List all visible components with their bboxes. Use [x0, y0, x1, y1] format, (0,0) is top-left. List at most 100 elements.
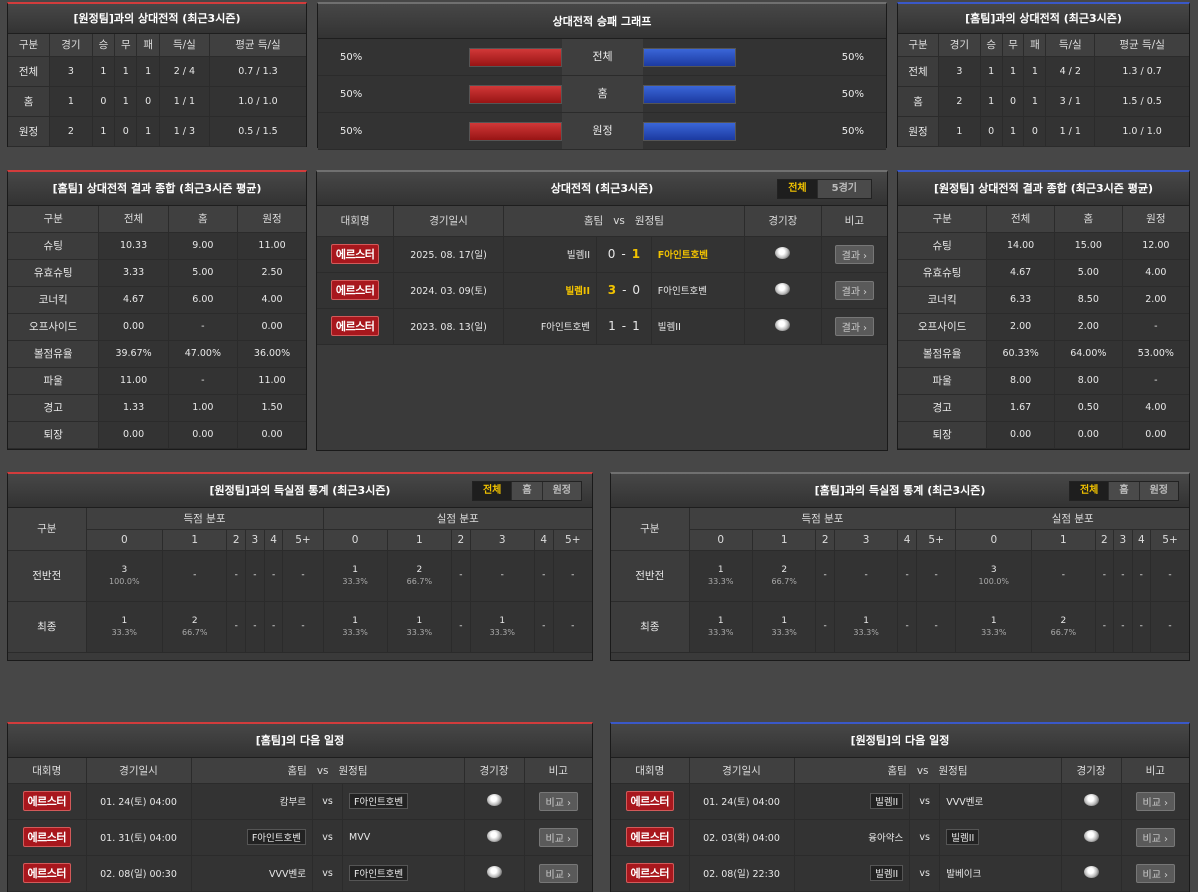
away-team[interactable]: 빌렘II: [946, 829, 980, 845]
right-percent: 50%: [841, 89, 864, 100]
compare-button[interactable]: 비교 ›: [538, 827, 578, 847]
compare-button[interactable]: 비교 ›: [1135, 827, 1175, 847]
stadium-icon[interactable]: [486, 829, 502, 842]
away-team[interactable]: 빌렘II: [651, 308, 745, 345]
table-cell: 1.50: [237, 394, 306, 422]
league-badge[interactable]: 에르스터: [330, 244, 380, 264]
table-cell: 1: [136, 56, 160, 87]
note-cell: 결과 ›: [821, 236, 887, 273]
match-row[interactable]: 에르스터 2024. 03. 09(토) 빌렘II 3-0 F아인트호벤 결과 ›: [317, 272, 887, 309]
goal-count-header: 1: [162, 529, 228, 551]
table-cell: 4.00: [1122, 259, 1189, 287]
schedule-row[interactable]: 에르스터 02. 03(화) 04:00 융아약스 vs 빌렘II 비교 ›: [611, 819, 1189, 856]
tab-all[interactable]: 전체: [472, 482, 513, 500]
result-button[interactable]: 결과 ›: [834, 316, 875, 336]
away-team-cell: F아인트호벤: [342, 783, 465, 820]
table-row: 퇴장 0.00 0.00 0.00: [898, 421, 1189, 449]
note-cell: 비교 ›: [524, 783, 592, 820]
stadium-icon[interactable]: [775, 282, 791, 295]
goal-count-header: 2: [226, 529, 247, 551]
count: -: [234, 621, 238, 631]
away-team[interactable]: VVV벤로: [946, 797, 984, 808]
table-row: 코너킥 6.33 8.50 2.00: [898, 286, 1189, 314]
chevron-right-icon: ›: [863, 250, 868, 262]
home-team[interactable]: 빌렘II: [503, 236, 598, 273]
schedule-row[interactable]: 에르스터 01. 24(토) 04:00 캄부르 vs F아인트호벤 비교 ›: [8, 783, 592, 820]
col-header: 경기일시: [393, 206, 504, 237]
match-row[interactable]: 에르스터 2023. 08. 13(일) F아인트호벤 1-1 빌렘II 결과 ›: [317, 308, 887, 345]
stadium-icon[interactable]: [1083, 793, 1099, 806]
result-button[interactable]: 결과 ›: [834, 244, 875, 264]
tab-away[interactable]: 원정: [542, 482, 581, 500]
vs-label: vs: [312, 819, 343, 856]
goals-title: [원정팀]과의 득실점 통계 (최근3시즌): [209, 484, 391, 497]
league-badge[interactable]: 에르스터: [22, 863, 71, 883]
scored-header: 득점 분포: [86, 508, 324, 530]
home-team[interactable]: VVV벤로: [269, 869, 306, 880]
tab-home[interactable]: 홈: [512, 482, 543, 500]
tab-all[interactable]: 전체: [1069, 482, 1110, 500]
away-team[interactable]: F아인트호벤: [651, 272, 745, 309]
chevron-right-icon: ›: [566, 797, 571, 809]
table-cell: 1: [92, 56, 116, 87]
schedule-row[interactable]: 에르스터 01. 24(토) 04:00 빌렘II vs VVV벤로 비교 ›: [611, 783, 1189, 820]
distribution-cell: -: [1132, 601, 1152, 653]
match-date: 2023. 08. 13(일): [393, 308, 504, 345]
home-team[interactable]: 빌렘II: [503, 272, 598, 309]
percent: 66.7%: [182, 627, 208, 637]
stadium-icon[interactable]: [1083, 865, 1099, 878]
home-team[interactable]: 빌렘II: [870, 865, 904, 881]
schedule-row[interactable]: 에르스터 02. 08(일) 22:30 빌렘II vs 발베이크 비교 ›: [611, 855, 1189, 892]
home-team[interactable]: F아인트호벤: [246, 829, 306, 845]
note-cell: 비교 ›: [1121, 783, 1189, 820]
match-row[interactable]: 에르스터 2025. 08. 17(일) 빌렘II 0-1 F아인트호벤 결과 ›: [317, 236, 887, 273]
league-badge[interactable]: 에르스터: [625, 827, 674, 847]
distribution-cell: 3 100.0%: [86, 550, 164, 602]
stadium-icon[interactable]: [775, 246, 791, 259]
distribution-cell: -: [534, 601, 554, 653]
home-team[interactable]: 빌렘II: [870, 793, 904, 809]
tab-away[interactable]: 원정: [1139, 482, 1178, 500]
stadium-icon[interactable]: [1083, 829, 1099, 842]
compare-button-label: 비교: [1142, 833, 1161, 845]
distribution-cell: -: [451, 550, 471, 602]
tab-home[interactable]: 홈: [1109, 482, 1140, 500]
table-cell: 0.00: [986, 421, 1055, 449]
away-team-cell: F아인트호벤: [342, 855, 465, 892]
schedule-row[interactable]: 에르스터 01. 31(토) 04:00 F아인트호벤 vs MVV 비교 ›: [8, 819, 592, 856]
league-badge[interactable]: 에르스터: [22, 791, 71, 811]
league-badge[interactable]: 에르스터: [625, 863, 674, 883]
home-team[interactable]: 캄부르: [279, 797, 306, 808]
away-team[interactable]: F아인트호벤: [651, 236, 745, 273]
compare-button[interactable]: 비교 ›: [538, 863, 578, 883]
league-badge[interactable]: 에르스터: [330, 280, 380, 300]
table-row: 경고 1.67 0.50 4.00: [898, 394, 1189, 422]
league-badge[interactable]: 에르스터: [625, 791, 674, 811]
venue-cell: [1061, 855, 1122, 892]
home-team[interactable]: F아인트호벤: [503, 308, 598, 345]
table-cell: 1: [1023, 56, 1047, 87]
compare-button[interactable]: 비교 ›: [1135, 791, 1175, 811]
schedule-row[interactable]: 에르스터 02. 08(일) 00:30 VVV벤로 vs F아인트호벤 비교 ›: [8, 855, 592, 892]
away-team[interactable]: F아인트호벤: [349, 793, 409, 809]
away-team[interactable]: MVV: [349, 831, 371, 843]
row-label: 슈팅: [898, 232, 988, 260]
count: 1: [499, 615, 506, 626]
away-team[interactable]: 발베이크: [946, 869, 982, 880]
tab-all[interactable]: 전체: [778, 180, 818, 198]
home-team[interactable]: 융아약스: [868, 833, 904, 844]
league-badge[interactable]: 에르스터: [330, 316, 380, 336]
compare-button[interactable]: 비교 ›: [538, 791, 578, 811]
tab-5-games[interactable]: 5경기: [817, 180, 871, 198]
away-team[interactable]: F아인트호벤: [349, 865, 409, 881]
distribution-cell: -: [1150, 601, 1189, 653]
compare-button[interactable]: 비교 ›: [1135, 863, 1175, 883]
stadium-icon[interactable]: [486, 793, 502, 806]
stadium-icon[interactable]: [775, 318, 791, 331]
percent: 100.0%: [109, 576, 140, 586]
count: -: [193, 570, 197, 580]
stadium-icon[interactable]: [486, 865, 502, 878]
result-button[interactable]: 결과 ›: [834, 280, 875, 300]
league-badge[interactable]: 에르스터: [22, 827, 71, 847]
